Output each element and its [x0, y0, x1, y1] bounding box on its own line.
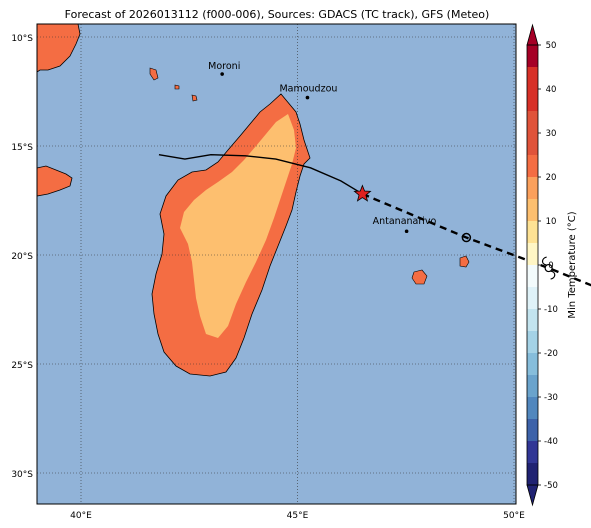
city-label: Moroni — [208, 61, 240, 72]
map-panel: MoroniMamoudzouAntananarivoSaint-DenisPo… — [36, 23, 591, 505]
colorbar-tick-label: 30 — [546, 129, 557, 139]
colorbar-band — [527, 67, 538, 111]
colorbar-tick-label: 20 — [546, 173, 557, 183]
colorbar-tick-label: 10 — [546, 217, 557, 227]
colorbar-band — [527, 243, 538, 265]
colorbar-band — [527, 45, 538, 67]
city-label: Mamoudzou — [279, 84, 337, 95]
figure-title: Forecast of 2026013112 (f000-006), Sourc… — [65, 8, 490, 21]
colorbar-band — [527, 111, 538, 155]
latitude-labels: 10°S 15°S 20°S 25°S 30°S — [11, 34, 33, 480]
current-position-circle — [461, 232, 472, 243]
madagascar-warm-interior — [180, 114, 296, 338]
colorbar-band — [527, 155, 538, 177]
colorbar-tick-label: -40 — [544, 437, 558, 447]
colorbar: 50 40 30 20 10 0 -10 -20 -30 -40 -50 — [526, 23, 558, 507]
city-label: Antananarivo — [373, 216, 437, 227]
map-frame — [36, 23, 517, 505]
city-dot — [305, 95, 310, 100]
colorbar-tick-label: -50 — [544, 481, 558, 491]
city-markers: MoroniMamoudzouAntananarivoSaint-DenisPo… — [208, 61, 437, 234]
colorbar-min-extension — [526, 484, 539, 507]
city-dot — [404, 229, 409, 234]
lat-tick-label: 20°S — [11, 252, 33, 262]
colorbar-band — [527, 287, 538, 309]
longitude-labels: 40°E45°E50°E55°E — [70, 511, 525, 521]
lat-tick-label: 25°S — [11, 361, 33, 371]
colorbar-band — [527, 177, 538, 199]
colorbar-band — [527, 463, 538, 485]
reunion-island — [411, 269, 428, 285]
colorbar-tick-label: -10 — [544, 305, 558, 315]
colorbar-band — [527, 353, 538, 375]
africa-landmass — [36, 23, 81, 73]
colorbar-band — [527, 331, 538, 353]
city-dot — [220, 72, 224, 76]
mauritius-island — [459, 255, 470, 268]
colorbar-band — [527, 375, 538, 397]
cyclone-track — [158, 154, 591, 287]
colorbar-band — [527, 221, 538, 243]
mayotte-island — [191, 94, 198, 102]
colorbar-band — [527, 265, 538, 287]
colorbar-band — [527, 309, 538, 331]
graticule — [37, 24, 516, 504]
comoros-island — [149, 67, 159, 81]
lon-tick-label: 40°E — [70, 511, 92, 521]
colorbar-band — [527, 199, 538, 221]
colorbar-band — [527, 397, 538, 419]
colorbar-max-extension — [526, 23, 539, 46]
lat-tick-label: 10°S — [11, 34, 33, 44]
lat-tick-label: 30°S — [11, 470, 33, 480]
forecast-track-line — [361, 192, 591, 287]
ocean-background — [37, 24, 516, 504]
colorbar-band — [527, 419, 538, 441]
colorbar-band — [527, 441, 538, 463]
cyclone-symbol-icon — [541, 256, 556, 280]
lon-tick-label: 45°E — [287, 511, 309, 521]
lon-tick-label: 50°E — [503, 511, 525, 521]
anjouan-island — [174, 84, 180, 90]
colorbar-tick-label: -30 — [544, 393, 558, 403]
colorbar-tick-label: 50 — [546, 41, 557, 51]
colorbar-tick-label: 0 — [548, 261, 553, 271]
lat-tick-label: 15°S — [11, 143, 33, 153]
colorbar-tick-label: 40 — [546, 85, 557, 95]
current-position-star-icon — [353, 184, 372, 202]
africa-landmass-south — [36, 165, 73, 197]
past-track-line — [158, 154, 363, 195]
colorbar-tick-label: -20 — [544, 349, 558, 359]
colorbar-label: Min Temperature (°C) — [567, 211, 578, 318]
